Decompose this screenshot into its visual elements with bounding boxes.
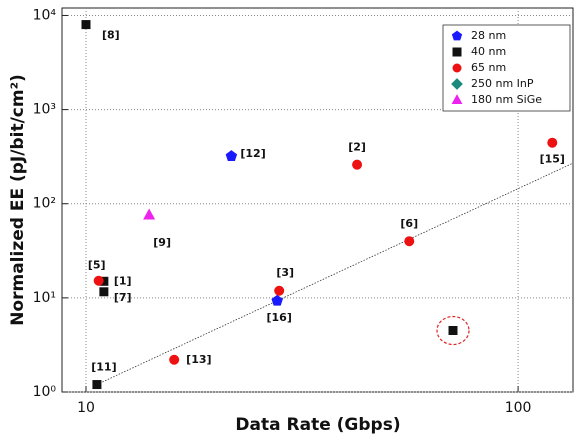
data-point xyxy=(404,236,415,247)
y-axis-title: Normalized EE (pJ/bit/cm²) xyxy=(8,74,28,326)
y-tick-label: 10⁰ xyxy=(33,384,57,400)
x-axis-title: Data Rate (Gbps) xyxy=(235,415,400,435)
data-point xyxy=(81,20,91,30)
legend-marker xyxy=(451,94,463,105)
point-label: [2] xyxy=(348,141,366,154)
legend-marker xyxy=(451,78,463,90)
point-label: [8] xyxy=(102,29,120,42)
legend-label: 28 nm xyxy=(471,29,506,42)
legend-label: 40 nm xyxy=(471,45,506,58)
point-label: [3] xyxy=(276,266,294,279)
legend-marker xyxy=(452,47,462,57)
data-point xyxy=(352,159,363,170)
point-label: [9] xyxy=(153,236,171,249)
data-point xyxy=(225,150,238,162)
data-point xyxy=(271,294,283,306)
point-label: [13] xyxy=(186,353,211,366)
point-label: [5] xyxy=(88,259,106,272)
legend-label: 250 nm InP xyxy=(471,77,534,90)
legend-label: 65 nm xyxy=(471,61,506,74)
data-point xyxy=(92,380,102,390)
data-point xyxy=(143,208,156,220)
point-label: [6] xyxy=(400,217,418,230)
y-tick-label: 10³ xyxy=(33,102,56,118)
fit-line xyxy=(96,162,574,385)
data-point xyxy=(99,287,109,297)
point-label: [16] xyxy=(266,311,291,324)
data-point xyxy=(448,326,458,336)
data-point xyxy=(93,275,104,286)
y-tick-label: 10¹ xyxy=(33,290,56,306)
legend-label: 180 nm SiGe xyxy=(471,93,542,106)
point-label: [11] xyxy=(91,361,116,374)
y-tick-label: 10⁴ xyxy=(33,7,57,23)
data-point xyxy=(274,285,285,296)
point-label: [7] xyxy=(114,291,132,304)
x-tick-label: 10 xyxy=(77,400,95,416)
data-point xyxy=(169,354,180,365)
data-point xyxy=(547,137,558,148)
legend-box xyxy=(442,24,571,112)
legend-marker xyxy=(452,63,462,73)
x-tick-label: 100 xyxy=(505,400,532,416)
y-tick-label: 10² xyxy=(33,196,56,212)
point-label: [1] xyxy=(114,274,132,287)
legend-marker xyxy=(451,30,463,41)
highlight-circle xyxy=(436,315,470,346)
point-label: [12] xyxy=(240,147,265,160)
point-label: [15] xyxy=(540,153,565,166)
